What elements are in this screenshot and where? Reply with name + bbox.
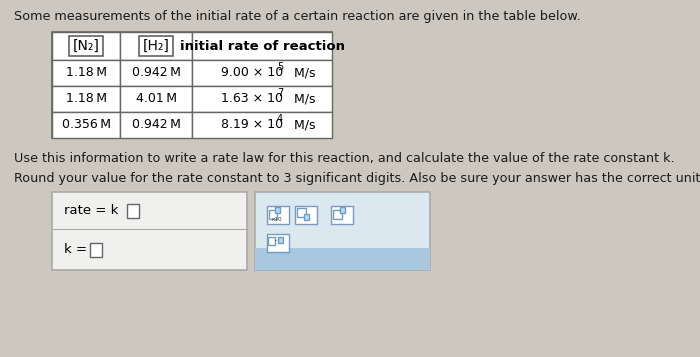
Bar: [120, 32, 192, 60]
Bar: [268, 237, 275, 245]
Bar: [255, 248, 430, 270]
Text: 1.18 M: 1.18 M: [66, 66, 106, 80]
Bar: [192, 112, 332, 138]
Bar: [267, 234, 289, 252]
Text: Round your value for the rate constant to 3 significant digits. Also be sure you: Round your value for the rate constant t…: [14, 172, 700, 185]
Text: 8.19 × 10: 8.19 × 10: [221, 119, 283, 131]
Bar: [331, 206, 353, 224]
Bar: [52, 112, 120, 138]
Bar: [333, 210, 342, 219]
Bar: [52, 32, 120, 60]
Text: Use this information to write a rate law for this reaction, and calculate the va: Use this information to write a rate law…: [14, 152, 675, 165]
Text: M/s: M/s: [290, 92, 316, 106]
Bar: [295, 206, 317, 224]
Text: M/s: M/s: [290, 119, 316, 131]
Text: ·: ·: [274, 236, 278, 246]
Bar: [120, 112, 192, 138]
Text: 9.00 × 10: 9.00 × 10: [221, 66, 283, 80]
Bar: [304, 214, 309, 220]
Text: [N₂]: [N₂]: [73, 39, 99, 53]
Text: [H₂]: [H₂]: [143, 39, 169, 53]
Bar: [52, 60, 120, 86]
Text: k =: k =: [64, 243, 87, 256]
Text: 0.942 M: 0.942 M: [132, 66, 181, 80]
Bar: [52, 192, 247, 270]
Bar: [120, 60, 192, 86]
Bar: [255, 192, 430, 270]
Text: ×10: ×10: [270, 217, 281, 222]
Text: 0.942 M: 0.942 M: [132, 119, 181, 131]
Bar: [267, 206, 289, 224]
Text: rate = k: rate = k: [64, 204, 118, 217]
Bar: [278, 237, 283, 243]
Bar: [52, 32, 332, 138]
Text: 7: 7: [277, 89, 283, 99]
Bar: [340, 207, 345, 213]
Text: 4: 4: [277, 115, 283, 125]
Bar: [120, 86, 192, 112]
Bar: [192, 32, 332, 60]
Bar: [90, 243, 102, 257]
Bar: [297, 208, 306, 217]
Text: initial rate of reaction: initial rate of reaction: [179, 40, 344, 52]
Text: 1.18 M: 1.18 M: [66, 92, 106, 106]
Text: M/s: M/s: [290, 66, 316, 80]
Text: 0.356 M: 0.356 M: [62, 119, 111, 131]
Text: 1.63 × 10: 1.63 × 10: [221, 92, 283, 106]
Bar: [52, 86, 120, 112]
Text: 5: 5: [277, 62, 283, 72]
Bar: [192, 60, 332, 86]
Bar: [275, 207, 280, 213]
Text: 4.01 M: 4.01 M: [136, 92, 176, 106]
Bar: [192, 86, 332, 112]
Bar: [127, 204, 139, 218]
Bar: [269, 210, 277, 219]
Text: Some measurements of the initial rate of a certain reaction are given in the tab: Some measurements of the initial rate of…: [14, 10, 581, 23]
